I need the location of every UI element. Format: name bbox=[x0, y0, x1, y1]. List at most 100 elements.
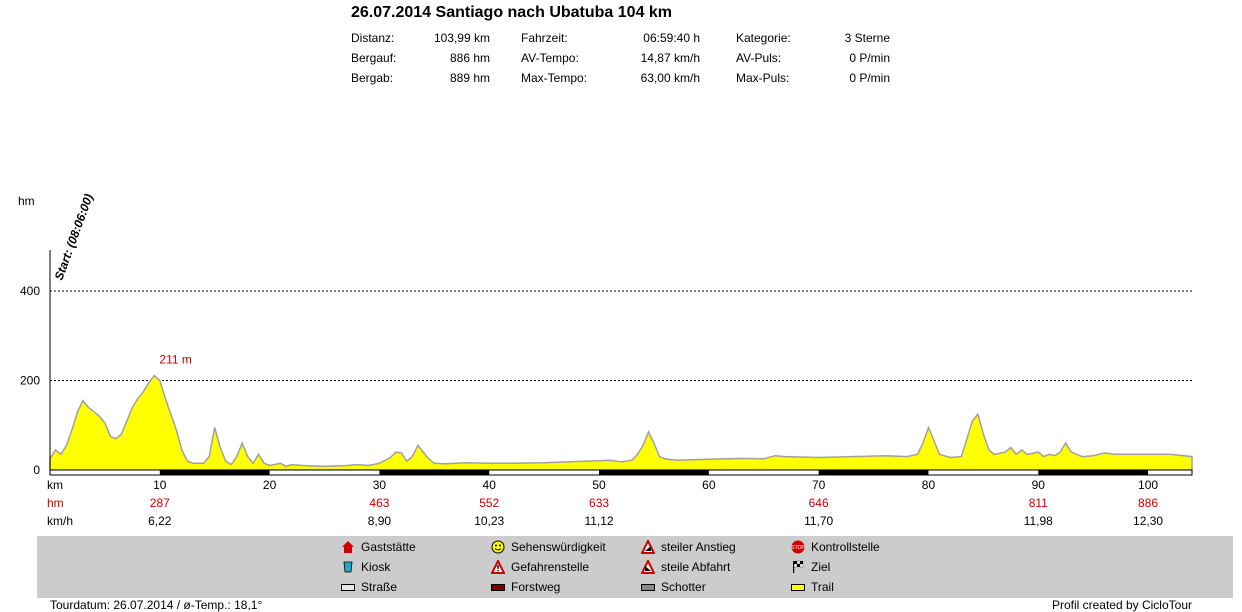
legend-item-steile-abfahrt: steile Abfahrt bbox=[640, 558, 731, 574]
house-icon bbox=[341, 540, 355, 554]
x-tick-label: 90 bbox=[1032, 478, 1046, 492]
steep-climb-icon bbox=[640, 538, 656, 554]
kiosk-cup-icon bbox=[341, 560, 355, 574]
legend-item-forstweg: Forstweg bbox=[491, 580, 560, 594]
hm-row-values: 287 463 552 633 646 811 886 bbox=[150, 496, 1159, 510]
legend-item-steiler-anstieg: steiler Anstieg bbox=[640, 538, 736, 554]
smiley-icon bbox=[491, 540, 505, 554]
hm-row-value: 287 bbox=[150, 496, 170, 510]
legend-item-gefahrenstelle: Gefahrenstelle bbox=[490, 558, 590, 574]
elevation-chart: hm Start: (08:06:00) 0 200 400 10 20 30 40 50 6… bbox=[18, 192, 1193, 528]
legend-label: Kontrollstelle bbox=[811, 540, 880, 554]
x-axis-segment bbox=[1038, 470, 1149, 475]
elevation-area bbox=[49, 374, 1193, 471]
finish-flag-icon bbox=[791, 560, 805, 574]
kmh-row-value: 12,30 bbox=[1133, 514, 1163, 528]
hm-row-value: 552 bbox=[479, 496, 499, 510]
y-tick-label: 400 bbox=[20, 284, 40, 298]
x-axis-bar bbox=[49, 469, 1193, 476]
legend-label: Kiosk bbox=[361, 560, 391, 574]
hm-row-value: 646 bbox=[809, 496, 829, 510]
x-axis-segment bbox=[159, 470, 270, 475]
x-axis-label: km bbox=[47, 478, 63, 492]
stop-icon: STOP bbox=[791, 540, 805, 554]
stat-label-fahrzeit: Fahrzeit: bbox=[521, 31, 568, 45]
stat-label-bergauf: Bergauf: bbox=[351, 51, 397, 65]
y-tick-labels: 0 200 400 bbox=[20, 284, 40, 477]
stat-value-distanz: 103,99 km bbox=[433, 31, 490, 45]
y-axis-label: hm bbox=[18, 194, 35, 208]
footer-tour-info: Tourdatum: 26.07.2014 / ø-Temp.: 18,1° bbox=[50, 598, 263, 612]
stat-value-max-puls: 0 P/min bbox=[849, 71, 890, 85]
legend-label: Schotter bbox=[661, 580, 706, 594]
legend-panel bbox=[37, 536, 1233, 598]
road-swatch-icon bbox=[341, 580, 355, 594]
y-tick-label: 200 bbox=[20, 374, 40, 388]
stat-label-av-tempo: AV-Tempo: bbox=[521, 51, 579, 65]
gravel-swatch-icon bbox=[641, 580, 655, 594]
legend-item-sehenswuerdigkeit: Sehenswürdigkeit bbox=[491, 540, 606, 554]
kmh-row-value: 8,90 bbox=[368, 514, 392, 528]
kmh-row-value: 11,70 bbox=[804, 514, 833, 528]
footer-credit: Profil created by CicloTour bbox=[1051, 598, 1192, 612]
hm-row-value: 633 bbox=[589, 496, 609, 510]
chart-title: 26.07.2014 Santiago nach Ubatuba 104 km bbox=[351, 4, 673, 21]
stat-value-av-puls: 0 P/min bbox=[849, 51, 890, 65]
danger-icon bbox=[490, 558, 506, 574]
x-tick-label: 80 bbox=[922, 478, 936, 492]
stat-label-max-tempo: Max-Tempo: bbox=[521, 71, 588, 85]
hm-row-value: 463 bbox=[369, 496, 389, 510]
x-tick-labels: 10 20 30 40 50 60 70 80 90 100 bbox=[153, 478, 1158, 492]
kmh-row-value: 6,22 bbox=[148, 514, 172, 528]
legend-item-gaststaette: Gaststätte bbox=[341, 540, 416, 554]
stat-value-bergab: 889 hm bbox=[449, 71, 490, 85]
stat-value-kategorie: 3 Sterne bbox=[844, 31, 890, 45]
stat-value-max-tempo: 63,00 km/h bbox=[640, 71, 700, 85]
stat-label-kategorie: Kategorie: bbox=[736, 31, 791, 45]
x-tick-label: 40 bbox=[483, 478, 497, 492]
x-tick-label: 30 bbox=[373, 478, 387, 492]
hm-row-label: hm bbox=[47, 496, 64, 510]
peak-annotation: 211 m bbox=[159, 353, 191, 367]
stat-label-distanz: Distanz: bbox=[351, 31, 395, 45]
stat-value-bergauf: 886 hm bbox=[449, 51, 490, 65]
legend-item-trail: Trail bbox=[791, 580, 834, 594]
kmh-row-label: km/h bbox=[47, 514, 73, 528]
svg-text:STOP: STOP bbox=[791, 545, 805, 551]
y-tick-label: 0 bbox=[33, 463, 40, 477]
legend-label: Gefahrenstelle bbox=[511, 560, 590, 574]
steep-descent-icon bbox=[640, 558, 656, 574]
legend-item-ziel: Ziel bbox=[791, 560, 830, 574]
kmh-row-value: 11,98 bbox=[1024, 514, 1053, 528]
x-axis-segment bbox=[379, 470, 490, 475]
legend-label: Sehenswürdigkeit bbox=[511, 540, 606, 554]
legend-label: steiler Anstieg bbox=[661, 540, 736, 554]
stat-label-bergab: Bergab: bbox=[351, 71, 394, 85]
trail-swatch-icon bbox=[791, 580, 805, 594]
hm-row-value: 811 bbox=[1029, 496, 1048, 510]
legend-label: steile Abfahrt bbox=[661, 560, 731, 574]
x-tick-label: 20 bbox=[263, 478, 277, 492]
x-tick-label: 10 bbox=[153, 478, 167, 492]
forest-swatch-icon bbox=[491, 580, 505, 594]
legend-label: Forstweg bbox=[511, 580, 561, 594]
x-tick-label: 50 bbox=[592, 478, 606, 492]
legend-item-kontrollstelle: STOP Kontrollstelle bbox=[791, 540, 880, 554]
chart-gridlines bbox=[50, 290, 1192, 381]
legend-item-strasse: Straße bbox=[341, 580, 397, 594]
x-tick-label: 70 bbox=[812, 478, 826, 492]
kmh-row-value: 11,12 bbox=[584, 514, 613, 528]
x-axis-segment bbox=[818, 470, 929, 475]
legend-label: Ziel bbox=[811, 560, 831, 574]
stat-label-av-puls: AV-Puls: bbox=[736, 51, 782, 65]
legend-item-kiosk: Kiosk bbox=[341, 560, 390, 574]
stat-label-max-puls: Max-Puls: bbox=[736, 71, 790, 85]
legend-label: Straße bbox=[361, 580, 398, 594]
x-tick-label: 60 bbox=[702, 478, 716, 492]
hm-row-value: 886 bbox=[1138, 496, 1158, 510]
legend-label: Trail bbox=[811, 580, 834, 594]
start-annotation: Start: (08:06:00) bbox=[52, 192, 96, 282]
legend-label: Gaststätte bbox=[361, 540, 416, 554]
stat-value-av-tempo: 14,87 km/h bbox=[640, 51, 700, 65]
kmh-row-value: 10,23 bbox=[474, 514, 504, 528]
